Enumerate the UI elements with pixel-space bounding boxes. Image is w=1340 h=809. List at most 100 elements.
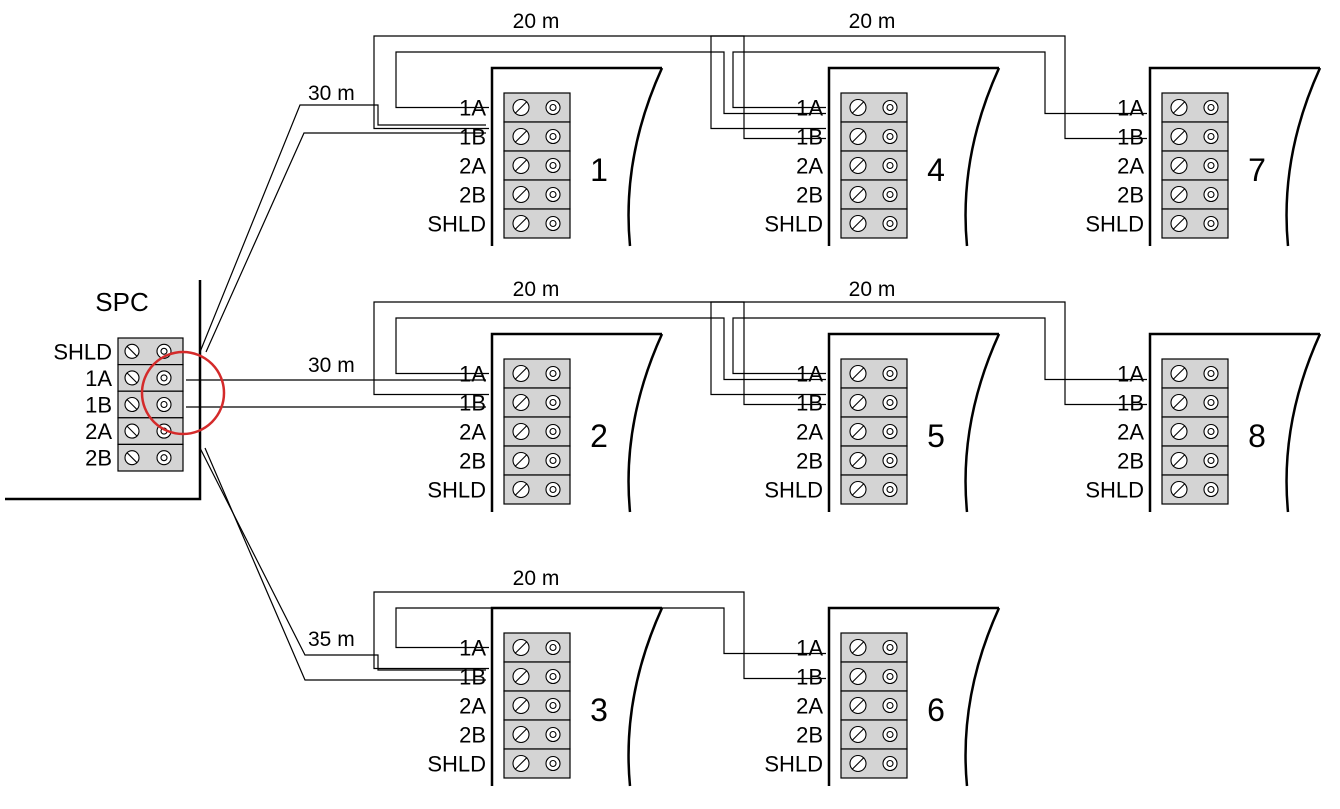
screw-slot (851, 367, 865, 380)
socket-icon (1203, 423, 1219, 440)
device-terminal-label: 2A (1117, 420, 1144, 445)
socket-icon (1203, 128, 1219, 145)
device-terminal-label: 2B (1117, 183, 1144, 208)
device-terminal-label: 2A (796, 154, 823, 179)
device-terminal-label: 2A (796, 420, 823, 445)
device-2: 1A 1B 2A 2B SHLD 2 (427, 332, 664, 513)
socket-inner (549, 701, 557, 710)
device-terminal-row: 1A (796, 358, 908, 389)
socket-inner (886, 701, 894, 710)
device-terminal-label: 2B (796, 723, 823, 748)
socket-icon (156, 396, 172, 413)
device-terminal-row: 1B (796, 387, 908, 418)
nodes-layer: SPCSHLD1A1B2A2B1A1B2A2BSHLD11A1B2A2BSHLD… (5, 66, 1322, 787)
cable-device-5-device-8-b (710, 301, 1147, 406)
distance-label: 20 m (849, 10, 896, 33)
device-terminal-label: 2B (796, 183, 823, 208)
device-terminal-row: 2A (459, 150, 571, 181)
socket-inner (549, 103, 557, 112)
screw-slot (514, 101, 528, 114)
device-terminal-label: 2B (459, 449, 486, 474)
device-terminal-label: 1B (459, 665, 486, 690)
device-terminal-label: SHLD (1085, 478, 1144, 503)
screw-slot (1172, 396, 1186, 409)
device-number: 4 (927, 152, 945, 188)
socket-icon (545, 668, 561, 685)
device-terminal-label: 1B (796, 665, 823, 690)
screw-slot (514, 757, 528, 770)
screw-slot (514, 699, 528, 712)
screw-slot (851, 454, 865, 467)
screw-slot (126, 345, 138, 357)
device-number: 2 (590, 418, 608, 454)
cable-spc-device-1-b (205, 132, 486, 353)
device-terminal-row: SHLD (764, 208, 908, 239)
distance-label: 30 m (308, 354, 355, 377)
device-terminal-label: 1A (796, 96, 823, 121)
distance-label: 20 m (513, 567, 560, 590)
device-number: 8 (1248, 418, 1266, 454)
socket-inner (886, 485, 894, 494)
device-cover-edge (627, 333, 664, 513)
device-terminal-row: 1A (459, 358, 571, 389)
device-terminal-row: 1A (1117, 92, 1229, 123)
spc-terminal-label: 2A (85, 419, 112, 444)
socket-inner (549, 190, 557, 199)
device-terminal-row: 2A (459, 690, 571, 721)
socket-inner (886, 190, 894, 199)
device-terminal-row: 1B (1117, 387, 1229, 418)
socket-icon (545, 639, 561, 656)
device-terminal-row: 1A (796, 92, 908, 123)
screw-slot (514, 483, 528, 496)
socket-inner (549, 161, 557, 170)
spc-terminal-row: 2A (85, 417, 184, 445)
socket-inner (1207, 427, 1215, 436)
device-5: 1A 1B 2A 2B SHLD 5 (764, 332, 1001, 513)
socket-inner (1207, 456, 1215, 465)
socket-inner (549, 132, 557, 141)
spc-terminal-label: 2B (85, 446, 112, 471)
screw-slot (851, 396, 865, 409)
screw-slot (514, 159, 528, 172)
screw-slot (514, 217, 528, 230)
socket-icon (545, 697, 561, 714)
socket-icon (1203, 157, 1219, 174)
screw-slot (514, 367, 528, 380)
device-terminal-row: 1A (796, 632, 908, 663)
device-terminal-label: 1A (459, 362, 486, 387)
screw-slot (514, 396, 528, 409)
spc-terminal-row: 1A (85, 364, 184, 392)
device-6: 1A 1B 2A 2B SHLD 6 (764, 606, 1001, 787)
device-terminal-label: 2B (796, 449, 823, 474)
device-terminal-row: 2A (796, 150, 908, 181)
device-terminal-label: 2A (459, 420, 486, 445)
socket-icon (1203, 394, 1219, 411)
screw-slot (851, 130, 865, 143)
screw-slot (851, 699, 865, 712)
spc-terminal-row: 2B (85, 443, 184, 472)
screw-slot (851, 728, 865, 741)
socket-icon (882, 755, 898, 772)
device-terminal-label: 1A (796, 362, 823, 387)
device-terminal-label: 2A (459, 694, 486, 719)
socket-inner (886, 730, 894, 739)
device-terminal-row: 2A (796, 416, 908, 447)
socket-inner (886, 456, 894, 465)
device-number: 5 (927, 418, 945, 454)
socket-inner (160, 454, 168, 462)
socket-inner (886, 161, 894, 170)
socket-inner (1207, 398, 1215, 407)
device-terminal-row: 2B (796, 719, 908, 750)
screw-slot (1172, 217, 1186, 230)
socket-inner (549, 398, 557, 407)
socket-icon (545, 394, 561, 411)
spc-terminal-label: 1A (85, 366, 112, 391)
socket-icon (545, 423, 561, 440)
distance-label: 20 m (513, 278, 560, 301)
screw-slot (851, 425, 865, 438)
device-terminal-label: SHLD (427, 212, 486, 237)
socket-icon (882, 394, 898, 411)
device-terminal-row: SHLD (427, 208, 571, 239)
device-cover-edge (627, 607, 664, 787)
socket-icon (882, 157, 898, 174)
